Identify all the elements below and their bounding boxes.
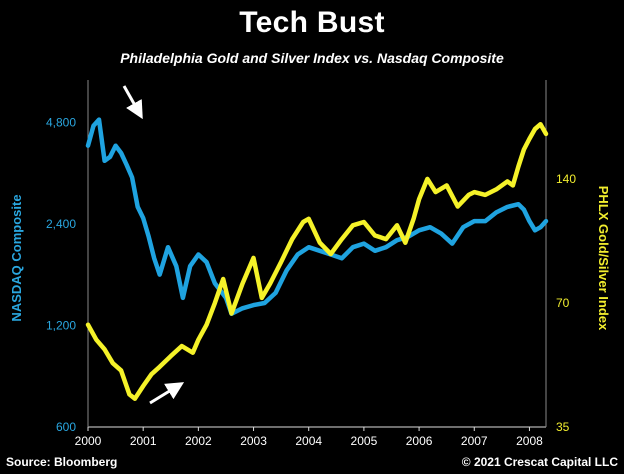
y-left-tick-label: 2,400 bbox=[46, 217, 76, 231]
annotation-arrow-down bbox=[122, 85, 143, 120]
x-tick-label: 2003 bbox=[240, 434, 267, 448]
x-tick-label: 2007 bbox=[461, 434, 488, 448]
chart-subtitle: Philadelphia Gold and Silver Index vs. N… bbox=[120, 50, 504, 66]
chart-title: Tech Bust bbox=[239, 6, 385, 39]
y-right-tick-label: 70 bbox=[556, 296, 570, 310]
y-left-tick-label: 4,800 bbox=[46, 116, 76, 130]
x-tick-label: 2000 bbox=[75, 434, 102, 448]
y-axis-right-label: PHLX Gold/Silver Index bbox=[596, 186, 611, 331]
y-left-tick-label: 600 bbox=[56, 420, 76, 434]
y-right-tick-label: 140 bbox=[556, 172, 576, 186]
x-tick-label: 2008 bbox=[516, 434, 543, 448]
x-tick-label: 2004 bbox=[295, 434, 322, 448]
axes bbox=[87, 80, 547, 428]
series-lines bbox=[85, 117, 549, 401]
y-axis-left-label: NASDAQ Composite bbox=[9, 194, 24, 321]
y-left-tick-label: 1,200 bbox=[46, 319, 76, 333]
annotation-arrow-up bbox=[149, 382, 185, 405]
series-line-gold-silver bbox=[85, 121, 549, 401]
x-tick-label: 2006 bbox=[406, 434, 433, 448]
x-tick-label: 2005 bbox=[351, 434, 378, 448]
source-note: Source: Bloomberg bbox=[6, 455, 118, 469]
series-line-nasdaq bbox=[85, 117, 549, 317]
x-tick-label: 2002 bbox=[185, 434, 212, 448]
y-right-tick-label: 35 bbox=[556, 420, 570, 434]
copyright-note: © 2021 Crescat Capital LLC bbox=[461, 455, 618, 469]
tick-labels: 2000 2001 2002 2003 2004 2005 2006 2007 2008 600 1… bbox=[46, 116, 576, 448]
x-tick-label: 2001 bbox=[130, 434, 157, 448]
